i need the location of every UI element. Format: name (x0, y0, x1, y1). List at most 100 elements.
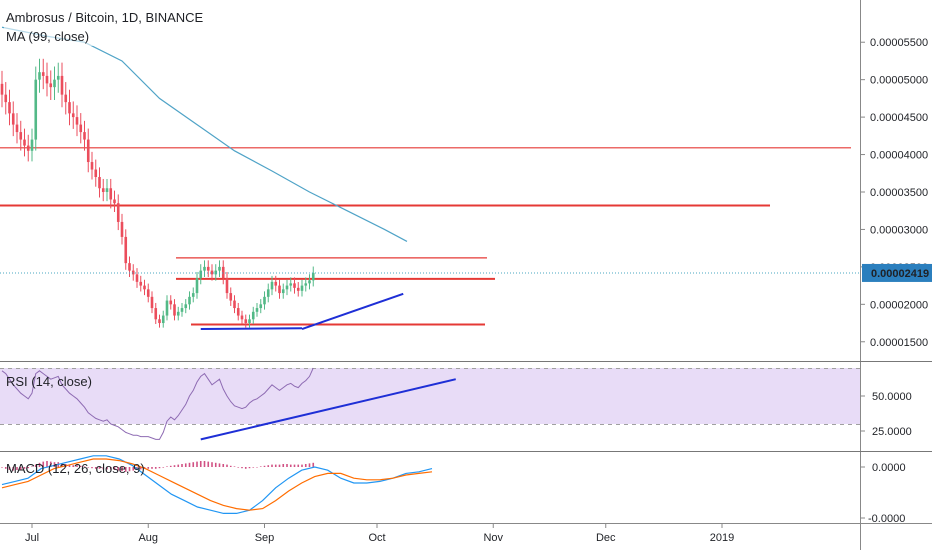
macd-axis-ticks: 0.0000 -0.0000 (860, 462, 906, 525)
candle-body (218, 266, 221, 271)
macd-histogram-bar (211, 462, 213, 467)
macd-histogram-bar (46, 461, 48, 467)
trend-line (200, 327, 303, 331)
macd-histogram-bar (166, 466, 168, 467)
candle-body (49, 83, 53, 88)
candle-body (278, 285, 281, 294)
rsi-pane (1, 367, 456, 441)
rsi-tick-label: 50.0000 (872, 391, 912, 403)
macd-histogram-bar (196, 461, 198, 467)
candle-body (75, 117, 79, 125)
candle-body (203, 266, 206, 271)
candle-body (71, 113, 75, 118)
macd-histogram-bar (173, 465, 176, 467)
candle-body (180, 308, 184, 312)
price-tick-label: 0.00005500 (870, 37, 928, 49)
price-tick-label: 0.00004500 (870, 112, 928, 124)
horizontal-lines[interactable] (0, 147, 851, 326)
candle-body (300, 285, 304, 291)
time-tick-label: Oct (368, 532, 385, 544)
candle-body (128, 263, 131, 271)
macd-histogram-bar (207, 461, 210, 467)
macd-histogram-bar (293, 464, 296, 467)
candle-body (150, 296, 154, 309)
macd-line (1, 455, 433, 515)
macd-histogram-bar (124, 467, 127, 472)
candle-body (161, 315, 165, 324)
macd-histogram-bar (188, 462, 191, 467)
macd-histogram-bar (128, 467, 131, 472)
macd-histogram-bar (151, 467, 153, 469)
ma-line (1, 26, 408, 242)
macd-histogram-bar (226, 464, 228, 467)
signal-line (1, 458, 433, 511)
candle-body (53, 79, 56, 88)
macd-pane (1, 455, 433, 515)
macd-histogram-bar (38, 462, 41, 467)
time-axis-ticks: Jul Aug Sep Oct Nov Dec 2019 (25, 523, 734, 544)
candle-body (120, 221, 124, 237)
macd-histogram-bar (252, 467, 255, 468)
price-tick-label: 0.00001500 (870, 337, 928, 349)
macd-histogram-bar (53, 462, 56, 467)
macd-histogram-bar (94, 467, 97, 469)
macd-histogram-bar (289, 464, 292, 467)
macd-histogram-bar (282, 464, 285, 467)
candle-body (98, 177, 101, 189)
macd-histogram-bar (241, 467, 243, 469)
candle-body (34, 79, 38, 140)
rsi-line (1, 367, 314, 440)
candle-body (225, 278, 229, 294)
trend-lines[interactable] (200, 292, 404, 331)
candle-body (199, 270, 203, 279)
time-tick-label: Jul (25, 532, 39, 544)
macd-histogram-bar (199, 461, 202, 467)
candle-body (244, 319, 248, 324)
rsi-legend[interactable]: RSI (14, close) (6, 374, 92, 389)
macd-histogram-bar (203, 461, 206, 467)
candle-body (0, 83, 4, 95)
candle-body (124, 236, 128, 264)
candle-body (41, 72, 45, 76)
macd-histogram-bar (61, 463, 63, 467)
macd-histogram-bar (162, 467, 165, 468)
macd-histogram-bar (42, 461, 45, 467)
candle-body (266, 289, 270, 297)
price-tick-label: 0.00002000 (870, 299, 928, 311)
macd-histogram-bar (267, 465, 270, 467)
macd-histogram-bar (248, 467, 251, 469)
time-tick-label: Dec (596, 532, 616, 544)
candle-body (236, 308, 240, 316)
candle-body (79, 124, 83, 133)
macd-histogram-bar (184, 463, 187, 467)
macd-histogram-bar (304, 464, 307, 467)
candle-body (113, 199, 116, 204)
ma-legend[interactable]: MA (99, close) (6, 29, 89, 44)
candle-body (259, 304, 263, 309)
candle-body (139, 281, 143, 286)
macd-histogram-bar (308, 463, 311, 467)
macd-histogram-bar (244, 467, 247, 469)
rsi-band (0, 368, 860, 424)
last-price-label: 0.00002419 (871, 268, 929, 280)
candle-body (191, 293, 195, 297)
candle-body (105, 188, 109, 192)
macd-histogram-bar (91, 467, 93, 469)
candle-body (68, 102, 71, 114)
macd-histogram-bar (229, 465, 232, 467)
candle-body (101, 188, 105, 192)
candle-body (229, 293, 233, 301)
macd-histogram-bar (259, 466, 262, 467)
candles (0, 58, 315, 328)
macd-histogram-bar (154, 467, 157, 469)
macd-histogram-bar (68, 464, 71, 467)
time-tick-label: Sep (255, 532, 275, 544)
macd-legend[interactable]: MACD (12, 26, close, 9) (6, 461, 145, 476)
candle-body (176, 311, 180, 316)
candle-body (143, 285, 146, 290)
candle-body (293, 283, 296, 288)
candle-body (304, 283, 308, 286)
candle-body (94, 169, 98, 178)
candle-body (263, 296, 266, 305)
